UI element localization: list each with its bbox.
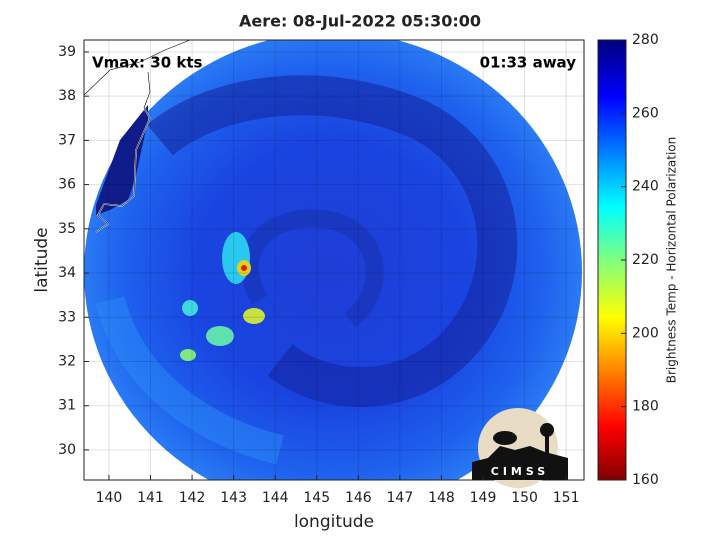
x-tick-label: 140 [96,490,123,506]
chart-title: Aere: 08-Jul-2022 05:30:00 [239,12,481,31]
cell [182,300,198,316]
cell [243,308,265,324]
x-tick-label: 143 [220,490,247,506]
y-tick-label: 32 [58,353,76,369]
y-tick-label: 39 [58,44,76,60]
annotation: 01:33 away [480,54,577,72]
colorbar-tick-label: 240 [632,179,659,195]
colorbar-tick-label: 220 [632,252,659,268]
logo: CIMSS [472,408,568,488]
coastline [84,40,191,233]
band [240,209,384,328]
colorbar-tick-label: 200 [632,325,659,341]
cell [180,349,196,361]
x-tick-label: 144 [262,490,289,506]
plot-frame [83,39,585,481]
x-tick-label: 147 [387,490,414,506]
land-swath [96,105,148,215]
x-tick-label: 142 [179,490,206,506]
y-tick-label: 36 [58,177,76,193]
colorbar-tick-label: 160 [632,472,659,488]
y-tick-label: 34 [58,265,76,281]
cell [241,265,247,271]
x-tick-label: 146 [345,490,372,506]
y-tick-label: 30 [58,442,76,458]
annotation: Vmax: 30 kts [92,54,202,72]
band [147,75,518,408]
x-tick-label: 141 [137,490,164,506]
band [95,295,284,465]
x-axis-label: longitude [294,512,374,532]
cell [222,232,250,284]
y-axis-label: latitude [32,227,52,292]
x-tick-label: 150 [511,490,538,506]
colorbar-tick-label: 260 [632,105,659,121]
y-tick-label: 33 [58,309,76,325]
colorbar-tick-label: 180 [632,399,659,415]
y-tick-label: 35 [58,221,76,237]
cell [206,326,234,346]
x-tick-label: 151 [553,490,580,506]
imagery [84,40,582,480]
colorbar-tick-label: 280 [632,32,659,48]
logo-text: CIMSS [491,465,549,478]
y-tick-label: 38 [58,88,76,104]
y-tick-label: 31 [58,398,76,414]
y-tick-label: 37 [58,132,76,148]
x-tick-label: 149 [470,490,497,506]
x-tick-label: 148 [428,490,455,506]
colorbar-label: Brightness Temp - Horizontal Polarizatio… [665,137,679,384]
x-tick-label: 145 [303,490,330,506]
